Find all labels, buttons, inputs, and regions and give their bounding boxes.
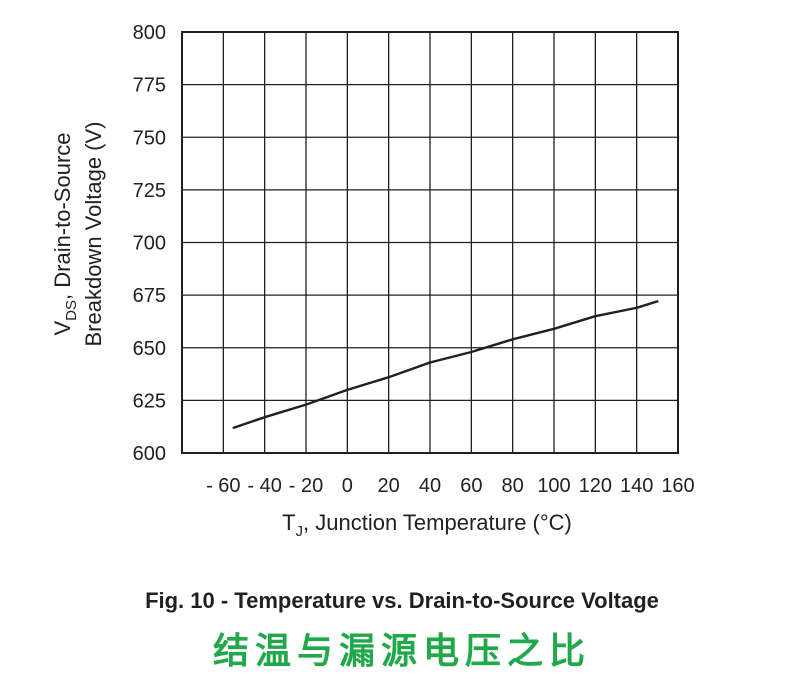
x-tick-label: 40 bbox=[419, 475, 441, 497]
x-axis-label: TJ, Junction Temperature (°C) bbox=[282, 510, 572, 540]
figure-caption: Fig. 10 - Temperature vs. Drain-to-Sourc… bbox=[145, 588, 659, 613]
x-tick-label: 60 bbox=[460, 475, 482, 497]
y-tick-label: 600 bbox=[133, 443, 166, 465]
x-tick-label: - 60 bbox=[206, 475, 240, 497]
x-tick-labels: - 60 - 40 - 20 0 20 40 60 80 100 120 140 160 bbox=[206, 475, 695, 497]
y-tick-label: 675 bbox=[133, 285, 166, 307]
x-tick-label: 140 bbox=[620, 475, 653, 497]
y-tick-label: 625 bbox=[133, 390, 166, 412]
chinese-caption: 结温与漏源电压之比 bbox=[212, 631, 591, 672]
y-tick-label: 750 bbox=[133, 127, 166, 149]
series-line bbox=[232, 300, 659, 429]
y-tick-label: 800 bbox=[133, 22, 166, 44]
y-tick-label: 650 bbox=[133, 338, 166, 360]
x-tick-label: - 20 bbox=[289, 475, 323, 497]
plot-frame bbox=[181, 31, 679, 454]
x-tick-label: 160 bbox=[661, 475, 694, 497]
x-tick-label: 0 bbox=[342, 475, 353, 497]
x-tick-label: 80 bbox=[502, 475, 524, 497]
x-tick-label: - 40 bbox=[247, 475, 281, 497]
y-tick-label: 700 bbox=[133, 233, 166, 255]
grid bbox=[181, 31, 679, 454]
y-tick-labels: 600 625 650 675 700 725 750 775 800 bbox=[133, 22, 166, 465]
y-tick-label: 775 bbox=[133, 75, 166, 97]
x-tick-label: 120 bbox=[579, 475, 612, 497]
x-tick-label: 20 bbox=[378, 475, 400, 497]
y-tick-label: 725 bbox=[133, 180, 166, 202]
series-layer bbox=[232, 300, 659, 429]
y-axis-label-line1: VDS, Drain-to-Source bbox=[50, 132, 80, 335]
x-tick-label: 100 bbox=[537, 475, 570, 497]
y-axis-label-line2: Breakdown Voltage (V) bbox=[81, 121, 106, 346]
